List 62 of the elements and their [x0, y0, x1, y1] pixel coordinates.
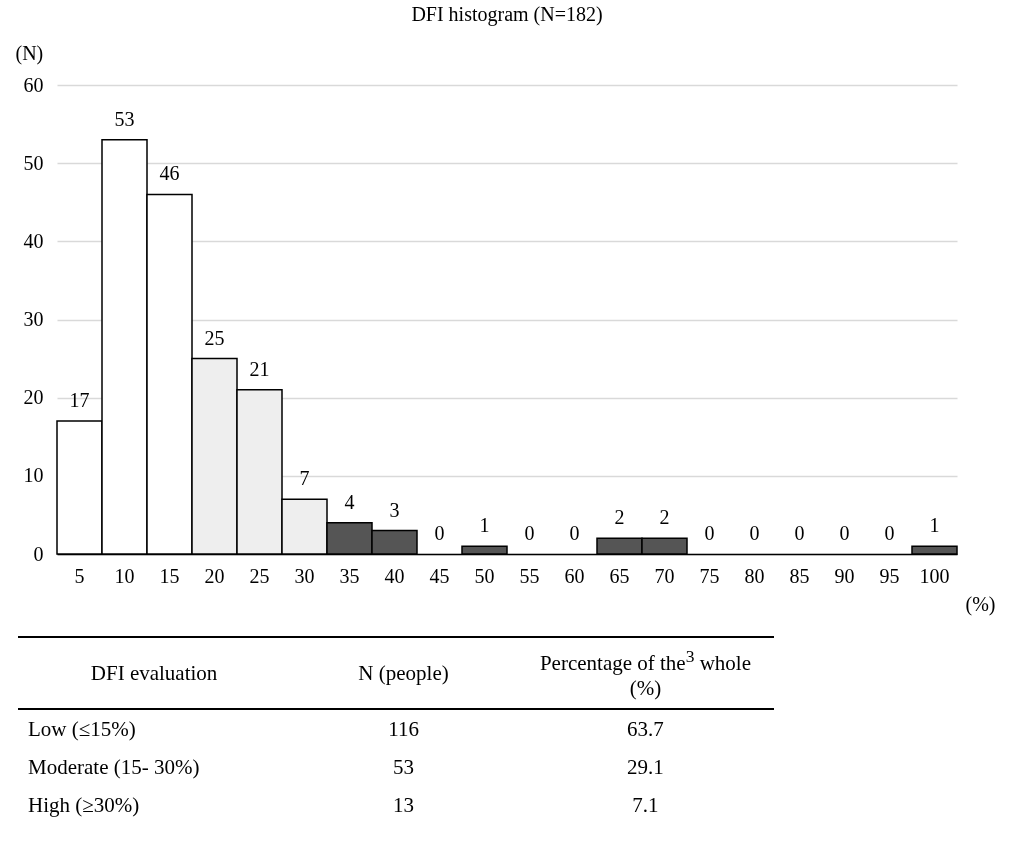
- data-label: 1: [929, 514, 940, 537]
- x-tick-label: 95: [879, 564, 900, 587]
- x-tick-label: 55: [519, 564, 540, 587]
- text: Moderate (15- 30%): [27, 753, 201, 781]
- text: 29.1: [626, 753, 665, 781]
- x-tick-label: 85: [789, 564, 810, 587]
- data-label: 46: [159, 162, 180, 185]
- x-tick-label: 10: [114, 564, 135, 587]
- data-label: 3: [389, 498, 400, 521]
- data-label: 0: [839, 522, 850, 544]
- y-tick-label: 60: [23, 73, 44, 96]
- x-tick-label: 20: [204, 564, 225, 587]
- text: Low (≤15%): [27, 715, 137, 743]
- x-tick-label: 90: [834, 564, 855, 587]
- x-tick-label: 40: [384, 564, 405, 587]
- y-tick-label: 0: [33, 542, 44, 565]
- text: Percentage of the$^{3}$ whole (%): [539, 645, 752, 700]
- y-tick-label: 50: [23, 151, 44, 174]
- data-label: 7: [299, 467, 310, 490]
- text: DFI evaluation: [18, 637, 291, 709]
- y-tick-label: 10: [23, 464, 44, 487]
- x-tick-label: 25: [249, 564, 270, 587]
- data-label: 0: [794, 522, 805, 544]
- y-tick-label: 20: [23, 386, 44, 409]
- x-tick-label: 60: [564, 564, 585, 587]
- x-tick-label: 45: [429, 564, 450, 587]
- data-label: 0: [569, 522, 580, 544]
- data-label: 25: [204, 326, 225, 349]
- x-tick-label: 75: [699, 564, 720, 587]
- chart-title: DFI histogram (N=182): [411, 3, 603, 26]
- y-tick-label: 40: [23, 229, 44, 252]
- data-label: 4: [344, 490, 355, 513]
- text: 53: [392, 753, 416, 781]
- y-axis-title: (N): [15, 41, 44, 65]
- data-label: 0: [434, 522, 445, 544]
- text: High (≥30%): [27, 791, 141, 819]
- y-tick-label: 30: [23, 308, 44, 330]
- x-tick-label: 100: [919, 564, 950, 587]
- text: 7.1: [631, 791, 660, 819]
- x-tick-label: 80: [744, 564, 765, 587]
- x-tick-label: 15: [159, 564, 180, 587]
- x-tick-label: 65: [609, 564, 630, 587]
- data-label: 2: [659, 506, 670, 529]
- data-label: 0: [884, 522, 895, 544]
- text: 63.7: [626, 715, 665, 743]
- data-label: 2: [614, 506, 625, 529]
- data-label: 1: [479, 514, 490, 537]
- x-axis-title: (%): [965, 592, 996, 616]
- x-tick-label: 30: [294, 564, 315, 587]
- data-label: 17: [69, 389, 90, 412]
- text: 13: [392, 791, 416, 819]
- x-tick-label: 35: [339, 564, 360, 587]
- text: N (people): [290, 637, 517, 709]
- x-tick-label: 50: [474, 564, 495, 587]
- data-label: 0: [704, 522, 715, 544]
- data-label: 0: [749, 522, 760, 544]
- data-label: 21: [249, 357, 270, 380]
- text: 116: [387, 715, 420, 743]
- x-tick-label: 5: [74, 564, 85, 587]
- data-label: 0: [524, 522, 535, 544]
- x-tick-label: 70: [654, 564, 675, 587]
- data-label: 53: [114, 107, 135, 130]
